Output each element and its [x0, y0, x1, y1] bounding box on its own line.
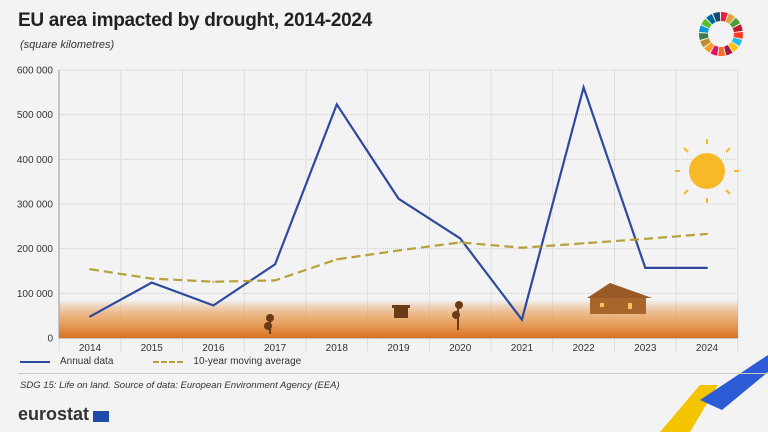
eurostat-logo: eurostat — [18, 404, 110, 425]
data-point — [706, 232, 708, 235]
data-point — [335, 258, 338, 261]
data-point — [706, 266, 708, 269]
x-tick-label: 2022 — [572, 343, 595, 354]
x-tick-label: 2014 — [79, 343, 102, 354]
sdg-wheel-segment — [699, 25, 710, 33]
sdg-wheel-segment — [733, 31, 743, 39]
x-tick-label: 2021 — [511, 343, 534, 354]
data-point — [397, 249, 400, 252]
data-point — [459, 237, 462, 240]
data-point — [520, 318, 523, 321]
source-note: SDG 15: Life on land. Source of data: Eu… — [20, 380, 340, 391]
sdg-wheel-segment — [729, 17, 741, 28]
sdg-wheel-segment — [724, 45, 733, 56]
sdg-wheel-segment — [731, 37, 743, 47]
sdg-wheel-segment — [699, 33, 709, 41]
x-tick-label: 2015 — [141, 343, 164, 354]
chart-subtitle: (square kilometres) — [20, 39, 115, 51]
x-tick-label: 2024 — [696, 343, 719, 354]
sdg-wheel-segment — [721, 12, 728, 22]
y-tick-label: 200 000 — [17, 244, 54, 255]
sdg-wheel-icon — [699, 12, 743, 56]
x-tick-label: 2019 — [387, 343, 410, 354]
sdg-wheel-segment — [701, 18, 712, 29]
brand-name: eurostat — [18, 404, 90, 424]
y-tick-label: 600 000 — [17, 66, 54, 77]
sdg-wheel-segment — [704, 42, 715, 53]
data-point — [212, 280, 215, 283]
sdg-wheel-segment — [728, 41, 739, 53]
legend-label: 10-year moving average — [193, 356, 302, 367]
data-point — [335, 103, 338, 106]
data-point — [644, 237, 647, 240]
data-point — [520, 246, 523, 249]
data-point — [89, 268, 91, 271]
x-tick-label: 2020 — [449, 343, 472, 354]
y-tick-label: 300 000 — [17, 200, 54, 211]
legend-label: Annual data — [60, 356, 114, 367]
data-point — [274, 263, 277, 266]
data-point — [459, 241, 462, 244]
data-point — [89, 315, 91, 318]
eu-flag-icon — [93, 410, 110, 422]
legend-average: 10-year moving average — [153, 356, 301, 367]
eurostat-arrow-logo — [660, 355, 768, 432]
y-tick-label: 500 000 — [17, 110, 54, 121]
chart-title: EU area impacted by drought, 2014-2024 — [18, 10, 372, 31]
sdg-wheel-segment — [725, 13, 735, 24]
sdg-wheel-segment — [706, 13, 716, 25]
data-point — [150, 281, 153, 284]
data-point — [644, 266, 647, 269]
x-tick-label: 2023 — [634, 343, 657, 354]
x-tick-label: 2016 — [202, 343, 225, 354]
legend: Annual data 10-year moving average — [20, 356, 301, 367]
sdg-wheel-segment — [732, 24, 743, 33]
data-point — [212, 304, 215, 307]
sdg-wheel-segment — [718, 46, 726, 56]
y-tick-label: 0 — [47, 334, 53, 345]
sdg-wheel-segment — [700, 38, 711, 48]
plant-icon — [264, 314, 274, 334]
sdg-wheel-segment — [713, 12, 721, 22]
x-tick-label: 2017 — [264, 343, 287, 354]
divider — [18, 373, 768, 374]
sdg-wheel-segment — [710, 45, 719, 56]
y-tick-label: 100 000 — [17, 289, 54, 300]
data-point — [397, 197, 400, 200]
house-icon — [587, 283, 652, 314]
data-point — [582, 242, 585, 245]
x-tick-label: 2018 — [326, 343, 349, 354]
data-point — [582, 86, 585, 89]
plant-icon — [452, 301, 463, 330]
well-icon — [392, 305, 410, 318]
data-point — [274, 279, 277, 282]
legend-annual: Annual data — [20, 356, 113, 367]
y-tick-label: 400 000 — [17, 155, 54, 166]
data-point — [150, 277, 153, 280]
sun-icon — [675, 139, 739, 203]
ground-decorations — [264, 283, 652, 334]
